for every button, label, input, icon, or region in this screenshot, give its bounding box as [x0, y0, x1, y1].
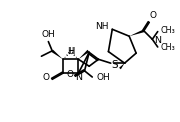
Text: CH₃: CH₃ — [160, 43, 175, 52]
Text: O: O — [150, 11, 157, 20]
Text: N: N — [75, 73, 82, 82]
Text: CH₃: CH₃ — [160, 26, 175, 35]
Text: H: H — [68, 47, 75, 56]
Polygon shape — [129, 30, 144, 36]
Text: OH: OH — [96, 73, 110, 82]
Text: O: O — [43, 73, 50, 82]
Polygon shape — [119, 63, 125, 69]
Text: S: S — [111, 61, 118, 71]
Polygon shape — [51, 50, 63, 59]
Text: H: H — [67, 47, 73, 56]
Text: OH: OH — [41, 30, 55, 39]
Text: N: N — [154, 36, 161, 45]
Text: O: O — [67, 70, 74, 79]
Polygon shape — [78, 50, 89, 59]
Text: NH: NH — [95, 22, 108, 31]
